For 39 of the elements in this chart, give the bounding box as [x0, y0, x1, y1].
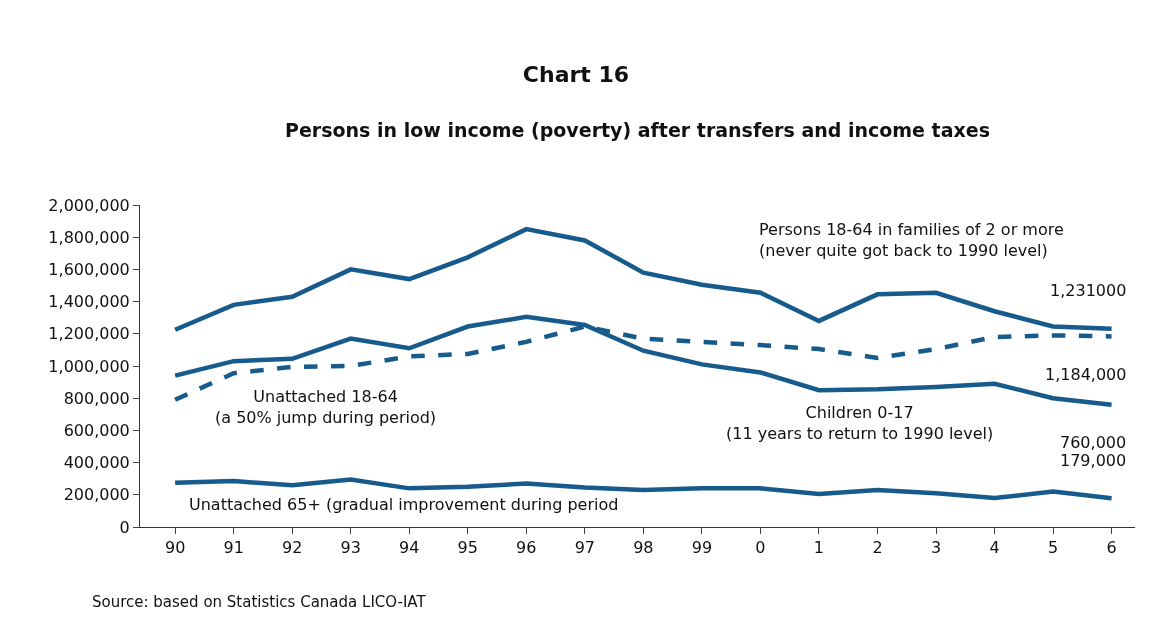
x-tick-label: 0	[755, 538, 766, 558]
chart-subtitle: Persons in low income (poverty) after transfers and income taxes	[285, 119, 990, 141]
y-tick-label: 600,000	[63, 421, 130, 440]
y-tick-label: 400,000	[63, 453, 130, 473]
data-label: 760,000	[1060, 433, 1127, 452]
text: Persons 18-64 in families of 2 or more (never quite got back to 1990 level)	[759, 220, 1064, 260]
series-label: Unattached 18-64 (a 50% jump during period)	[215, 387, 437, 427]
x-tick-label: 98	[633, 538, 654, 558]
y-tick-label: 1,400,000	[48, 292, 130, 312]
x-tick-label: 93	[340, 538, 361, 558]
x-tick-label: 4	[989, 538, 1000, 558]
x-tick-label: 96	[516, 538, 537, 558]
data-label: 179,000	[1060, 451, 1127, 470]
y-tick-label: 2,000,000	[48, 195, 130, 215]
series-label: Children 0-17 (11 years to return to 1990 level)	[726, 403, 994, 443]
x-tick-label: 92	[282, 538, 303, 558]
y-tick-label: 0	[119, 517, 130, 537]
x-tick-label: 3	[930, 538, 942, 558]
x-tick-label: 97	[574, 538, 595, 558]
data-label: 1,184,000	[1045, 365, 1127, 384]
x-tick-label: 91	[223, 538, 244, 558]
y-tick-label: 1,600,000	[48, 260, 130, 279]
y-tick-label: 200,000	[63, 485, 130, 505]
data-label: 1,231000	[1050, 281, 1127, 300]
series-label: Unattached 65+ (gradual improvement during period	[189, 495, 619, 514]
x-tick-label: 99	[691, 538, 713, 558]
y-tick-label: 1,800,000	[48, 227, 130, 247]
x-tick-label: 6	[1106, 538, 1117, 558]
x-tick-label: 1	[813, 538, 825, 558]
x-tick-label: 5	[1047, 538, 1059, 558]
x-tick-label: 95	[457, 538, 478, 558]
source-note: Source: based on Statistics Canada LICO-IAT	[92, 593, 427, 611]
y-tick-label: 1,000,000	[48, 356, 130, 376]
x-tick-label: 94	[399, 538, 420, 558]
x-tick-label: 2	[872, 538, 883, 558]
chart-title: Chart 16	[522, 61, 630, 87]
y-tick-label: 1,200,000	[48, 324, 130, 344]
x-tick-label: 90	[164, 538, 186, 558]
y-tick-label: 800,000	[63, 388, 130, 408]
